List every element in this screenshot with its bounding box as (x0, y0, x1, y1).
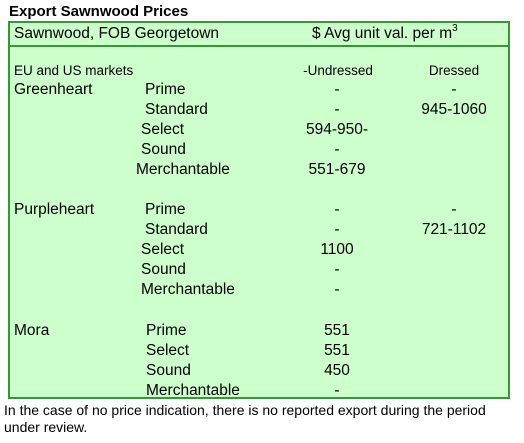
col-undressed-header: -Undressed (303, 63, 373, 78)
undressed-value: - (334, 141, 340, 158)
undressed-value: - (334, 382, 340, 399)
grade-label: Select (141, 241, 185, 258)
grade-label: Standard (145, 221, 208, 238)
page-title: Export Sawnwood Prices (9, 3, 189, 20)
species-label: Purpleheart (14, 201, 95, 218)
undressed-value: - (334, 281, 340, 298)
grade-label: Prime (145, 81, 186, 98)
undressed-value: 450 (324, 362, 350, 379)
undressed-value: 551 (324, 342, 350, 359)
undressed-value: - (334, 221, 340, 238)
price-table (8, 21, 510, 399)
dressed-value: 945-1060 (421, 101, 487, 118)
grade-label: Merchantable (141, 281, 235, 298)
undressed-value: 551-679 (308, 161, 366, 178)
dressed-value: - (451, 201, 457, 218)
header-left: Sawnwood, FOB Georgetown (14, 25, 220, 42)
undressed-value: - (334, 201, 340, 218)
species-label: Greenheart (14, 81, 93, 98)
dressed-value: 721-1102 (421, 221, 487, 238)
grade-label: Sound (141, 261, 186, 278)
grade-label: Sound (146, 362, 191, 379)
header-right-sup: 3 (452, 22, 458, 34)
header-divider (8, 45, 510, 47)
undressed-value: 551 (324, 322, 350, 339)
col-dressed-header: Dressed (428, 63, 480, 78)
undressed-value: - (334, 101, 340, 118)
grade-label: Prime (146, 322, 187, 339)
header-right-text: $ Avg unit val. per m (312, 25, 453, 42)
grade-label: Standard (145, 101, 208, 118)
grade-label: Prime (145, 201, 186, 218)
undressed-value: 594-950- (305, 121, 369, 138)
species-label: Mora (14, 322, 50, 339)
grade-label: Select (141, 121, 185, 138)
grade-label: Merchantable (146, 382, 240, 399)
markets-label: EU and US markets (14, 63, 134, 78)
undressed-value: 1100 (320, 241, 354, 258)
grade-label: Merchantable (136, 161, 230, 178)
undressed-value: - (334, 81, 340, 98)
header-right: $ Avg unit val. per m3 (312, 22, 458, 43)
dressed-value: - (451, 81, 457, 98)
footnote: In the case of no price indication, ther… (4, 402, 486, 435)
grade-label: Sound (141, 141, 186, 158)
undressed-value: - (334, 261, 340, 278)
grade-label: Select (146, 342, 190, 359)
